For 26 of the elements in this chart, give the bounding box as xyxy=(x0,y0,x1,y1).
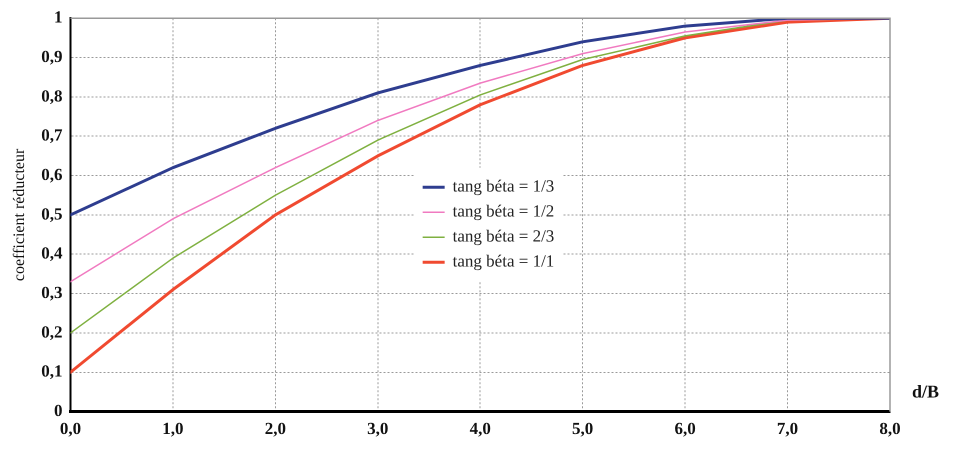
x-tick-label: 8,0 xyxy=(879,419,901,438)
y-tick-label: 0,6 xyxy=(41,164,62,184)
y-tick-label: 0,8 xyxy=(41,86,62,106)
x-tick-label: 2,0 xyxy=(264,419,286,438)
legend-label: tang béta = 2/3 xyxy=(452,226,554,246)
y-tick-label: 0,2 xyxy=(41,322,62,342)
legend-label: tang béta = 1/3 xyxy=(452,176,554,196)
y-axis-title: coefficient réducteur xyxy=(10,148,28,282)
x-tick-label: 1,0 xyxy=(162,419,184,438)
legend-label: tang béta = 1/2 xyxy=(452,202,554,221)
x-axis-title: d/B xyxy=(912,381,940,402)
y-tick-label: 0,5 xyxy=(41,204,62,224)
y-tick-label: 0 xyxy=(54,400,62,420)
y-tick-label: 0,1 xyxy=(41,362,62,381)
x-tick-label: 4,0 xyxy=(470,419,491,438)
y-tick-label: 0,4 xyxy=(41,244,63,263)
y-tick-label: 0,3 xyxy=(41,282,62,302)
x-tick-label: 5,0 xyxy=(572,419,594,438)
x-tick-label: 7,0 xyxy=(776,419,798,438)
y-tick-label: 1 xyxy=(54,8,62,27)
x-tick-label: 3,0 xyxy=(367,419,388,438)
x-tick-label: 6,0 xyxy=(674,419,696,438)
legend-label: tang béta = 1/1 xyxy=(452,252,554,271)
x-tick-label: 0,0 xyxy=(60,419,82,438)
y-tick-label: 0,9 xyxy=(41,46,62,66)
y-tick-label: 0,7 xyxy=(41,126,63,145)
